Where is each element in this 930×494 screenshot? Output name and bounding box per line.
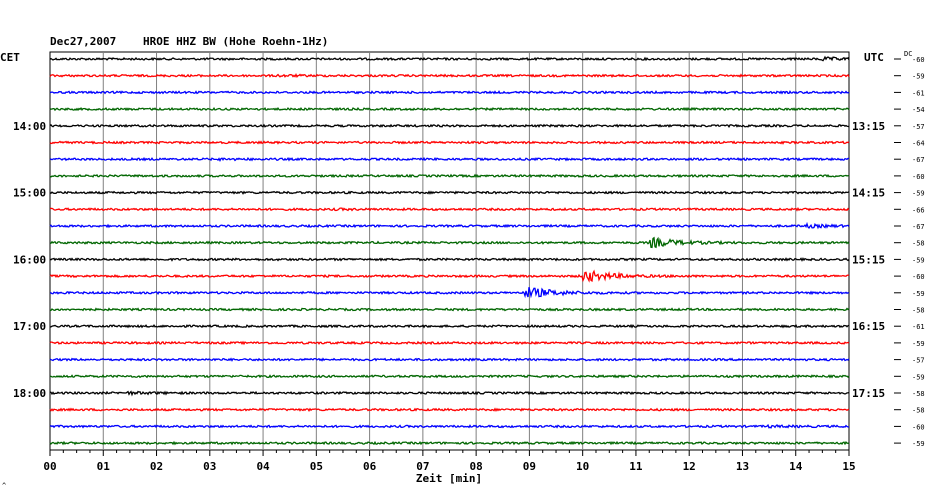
x-tick-label: 14 <box>789 460 803 473</box>
dc-offset-label: -59 <box>912 340 925 348</box>
right-time-label: 14:15 <box>852 187 885 200</box>
trace-line <box>49 286 850 299</box>
x-tick-label: 15 <box>842 460 855 473</box>
dc-offset-label: -61 <box>912 89 925 97</box>
chart-date: Dec27,2007 <box>50 35 116 48</box>
trace-line <box>49 357 850 362</box>
x-tick-label: 06 <box>363 460 377 473</box>
footer-mark: ^ <box>2 482 6 490</box>
left-time-label: 16:00 <box>13 253 46 266</box>
chart-station: HROE HHZ BW (Hohe Roehn-1Hz) <box>143 35 328 48</box>
dc-offset-label: -58 <box>912 390 925 398</box>
dc-offset-label: -59 <box>912 373 925 381</box>
trace-line <box>49 423 850 429</box>
x-tick-label: 02 <box>150 460 163 473</box>
x-tick-label: 05 <box>310 460 323 473</box>
x-tick-label: 13 <box>736 460 749 473</box>
left-time-label: 18:00 <box>13 387 46 400</box>
dc-offset-label: -67 <box>912 223 925 231</box>
trace-line <box>49 257 850 262</box>
trace-line <box>49 390 850 397</box>
x-tick-label: 01 <box>97 460 111 473</box>
dc-offset-label: -59 <box>912 73 925 81</box>
trace-line <box>49 190 850 195</box>
trace-line <box>49 206 850 212</box>
x-tick-label: 07 <box>416 460 429 473</box>
left-time-label: 14:00 <box>13 120 46 133</box>
trace-line <box>49 407 850 412</box>
plot-frame <box>49 51 850 451</box>
trace-line <box>49 140 850 145</box>
trace-line <box>49 236 850 249</box>
x-tick-label: 10 <box>576 460 589 473</box>
dc-offset-label: -64 <box>912 140 925 148</box>
dc-offset-label: -59 <box>912 190 925 198</box>
left-time-label: 15:00 <box>13 187 46 200</box>
trace-line <box>49 340 850 346</box>
trace-group <box>49 55 850 446</box>
label-group: 00 01 02 03 04 05 06 07 08 09 10 11 12 13 14 15 -60 -59 -6… <box>13 56 925 473</box>
trace-line <box>49 440 850 446</box>
trace-line <box>49 73 850 78</box>
right-time-label: 16:15 <box>852 320 885 333</box>
x-axis-title: Zeit [min] <box>416 472 482 485</box>
grid-lines <box>49 51 850 456</box>
dc-offset-label: -60 <box>912 56 925 64</box>
x-tick-label: 09 <box>523 460 536 473</box>
dc-offset-label: -59 <box>912 290 925 298</box>
trace-line <box>49 173 850 179</box>
dc-offset-label: -59 <box>912 440 925 448</box>
trace-line <box>49 307 850 312</box>
dc-offset-label: -58 <box>912 407 925 415</box>
x-tick-label: 08 <box>470 460 483 473</box>
trace-line <box>49 123 850 129</box>
dc-offset-label: -60 <box>912 273 925 281</box>
x-tick-label: 00 <box>43 460 56 473</box>
dc-offset-label: -61 <box>912 323 925 331</box>
trace-line <box>49 106 850 112</box>
dc-offset-label: -58 <box>912 240 925 248</box>
x-tick-label: 12 <box>683 460 696 473</box>
x-tick-label: 04 <box>256 460 270 473</box>
x-tick-label: 11 <box>629 460 643 473</box>
dc-offset-label: -67 <box>912 156 925 164</box>
trace-line <box>49 156 850 162</box>
dc-offset-label: -58 <box>912 307 925 315</box>
right-time-label: 15:15 <box>852 253 885 266</box>
trace-line <box>49 55 850 62</box>
trace-line <box>49 323 850 329</box>
trace-line <box>49 374 850 379</box>
trace-line <box>49 221 850 230</box>
right-time-label: 17:15 <box>852 387 885 400</box>
dc-offset-label: -57 <box>912 123 925 131</box>
x-tick-label: 03 <box>203 460 216 473</box>
dc-offset-label: -57 <box>912 357 925 365</box>
left-timezone-label: CET <box>0 51 20 64</box>
dc-offset-label: -59 <box>912 256 925 264</box>
dc-offset-label: -66 <box>912 206 925 214</box>
trace-line <box>49 269 850 283</box>
dc-offset-label: -54 <box>912 106 925 114</box>
left-time-label: 17:00 <box>13 320 46 333</box>
right-time-label: 13:15 <box>852 120 885 133</box>
trace-line <box>49 90 850 95</box>
dc-header-label: DC <box>904 50 912 58</box>
dc-offset-label: -60 <box>912 423 925 431</box>
dc-offset-label: -60 <box>912 173 925 181</box>
right-timezone-label: UTC <box>864 51 884 64</box>
